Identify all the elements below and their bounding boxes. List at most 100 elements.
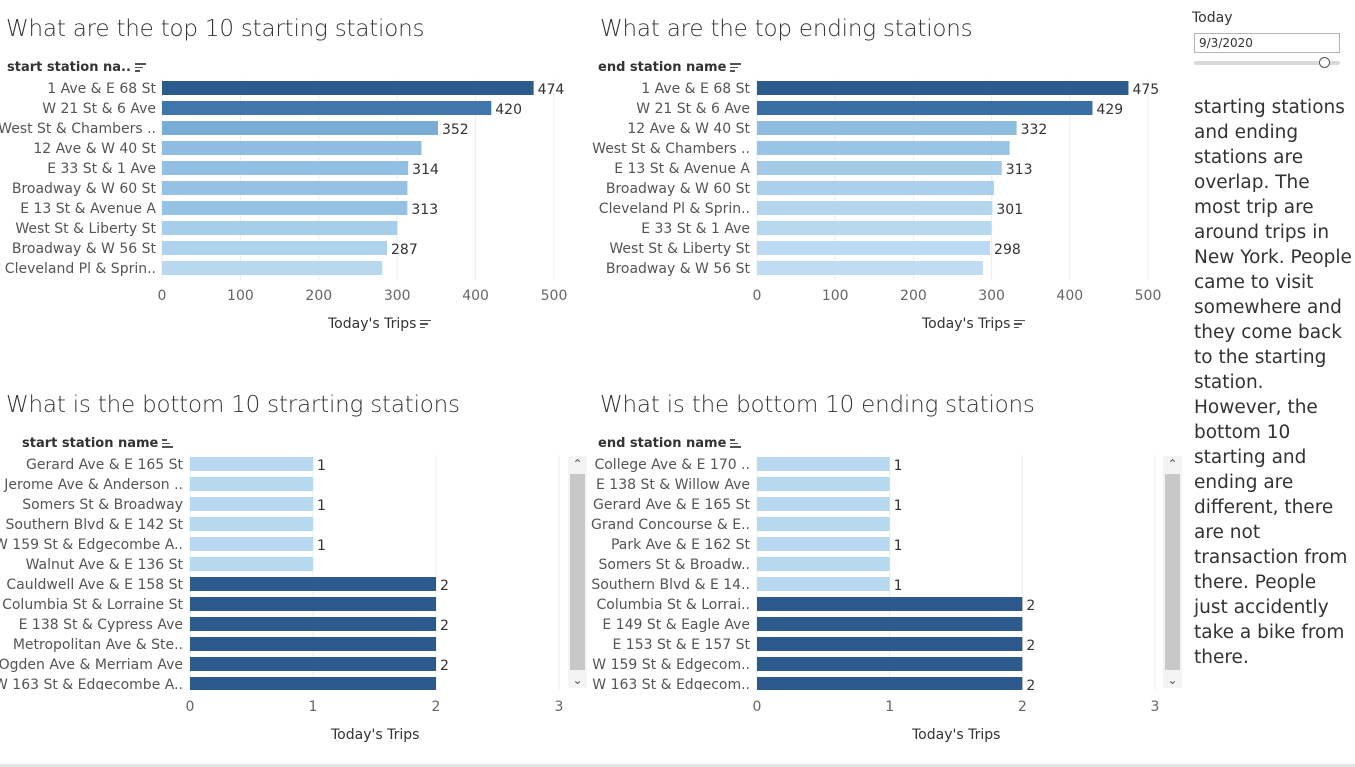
- chart-3-plot: College Ave & E 170 .. 1 E 138 St & Willow…: [591, 455, 1156, 694]
- bar: [757, 617, 1023, 631]
- x-tick-label: 400: [462, 288, 489, 304]
- x-axis-title-top-end[interactable]: Today's Trips: [922, 316, 1026, 332]
- bar: [757, 161, 1002, 175]
- sort-ascending-icon[interactable]: [162, 439, 174, 448]
- category-label: W 159 St & Edgecom..: [592, 657, 750, 673]
- x-axis-title-label: Today's Trips: [922, 316, 1011, 332]
- bar: [757, 517, 890, 531]
- scroll-up-icon[interactable]: ⌃: [572, 457, 583, 471]
- data-label: 1: [894, 498, 903, 514]
- data-label: 298: [994, 242, 1021, 258]
- data-label: 313: [1006, 162, 1033, 178]
- date-slider-track[interactable]: [1194, 61, 1340, 65]
- scroll-down-icon[interactable]: ⌄: [572, 673, 583, 687]
- x-tick-label: 0: [186, 699, 195, 715]
- category-label: W 21 St & 6 Ave: [636, 101, 750, 117]
- x-tick-label: 200: [305, 288, 332, 304]
- category-label: Broadway & W 56 St: [606, 261, 751, 277]
- data-label: 420: [495, 102, 522, 118]
- bar: [190, 617, 436, 631]
- data-label: 474: [538, 82, 565, 98]
- data-label: 2: [440, 658, 449, 674]
- category-label: Somers St & Broadw..: [598, 557, 750, 573]
- category-label: Ogden Ave & Merriam Ave: [0, 657, 183, 673]
- bar: [162, 201, 408, 215]
- scrollbar-thumb[interactable]: [570, 474, 585, 670]
- row-header-label: start station na..: [7, 60, 131, 75]
- category-label: W 159 St & Edgecombe A..: [0, 537, 183, 553]
- category-label: Broadway & W 60 St: [606, 181, 751, 197]
- bar: [162, 121, 438, 135]
- bar: [162, 181, 408, 195]
- category-label: Southern Blvd & E 142 St: [6, 517, 184, 533]
- x-tick-label: 200: [900, 288, 927, 304]
- row-header-label: end station name: [598, 60, 727, 75]
- data-label: 2: [1026, 678, 1035, 694]
- data-label: 1: [894, 538, 903, 554]
- category-label: W 163 St & Edgecombe A..: [0, 677, 183, 693]
- date-filter-input[interactable]: 9/3/2020: [1194, 33, 1340, 53]
- row-header-bottom-start[interactable]: start station name: [22, 436, 174, 451]
- category-label: Columbia St & Lorraine St: [2, 597, 183, 613]
- category-label: Gerard Ave & E 165 St: [26, 457, 183, 473]
- bar: [757, 677, 1023, 690]
- bar: [757, 101, 1093, 115]
- bar: [190, 477, 313, 491]
- bar: [190, 457, 313, 471]
- bar: [757, 241, 991, 255]
- bar: [162, 221, 398, 235]
- bar: [162, 141, 422, 155]
- sort-ascending-icon[interactable]: [730, 439, 742, 448]
- category-label: Columbia St & Lorrai..: [597, 597, 751, 613]
- sort-descending-icon[interactable]: [134, 63, 146, 72]
- chart-title-top-end: What are the top ending stations: [600, 16, 973, 42]
- bar: [757, 597, 1023, 611]
- category-label: Broadway & W 56 St: [12, 241, 157, 257]
- sort-descending-icon[interactable]: [1014, 319, 1026, 329]
- row-header-top-start[interactable]: start station na..: [7, 60, 146, 75]
- category-label: E 33 St & 1 Ave: [641, 221, 750, 237]
- scroll-up-icon[interactable]: ⌃: [1167, 457, 1178, 471]
- category-label: Cauldwell Ave & E 158 St: [6, 577, 183, 593]
- bar: [190, 537, 313, 551]
- x-tick-label: 400: [1056, 288, 1083, 304]
- scrollbar-bottom-start[interactable]: ⌃ ⌄: [568, 456, 587, 688]
- category-label: Somers St & Broadway: [22, 497, 183, 513]
- x-tick-label: 3: [1151, 699, 1160, 715]
- bar: [757, 201, 993, 215]
- row-header-top-end[interactable]: end station name: [598, 60, 742, 75]
- category-label: E 153 St & E 157 St: [612, 637, 750, 653]
- category-label: West St & Liberty St: [609, 241, 750, 257]
- data-label: 1: [894, 458, 903, 474]
- data-label: 2: [440, 578, 449, 594]
- bar: [162, 101, 492, 115]
- x-tick-label: 0: [753, 699, 762, 715]
- scrollbar-bottom-end[interactable]: ⌃ ⌄: [1163, 456, 1182, 688]
- sort-descending-icon[interactable]: [730, 63, 742, 72]
- chart-2-plot: Gerard Ave & E 165 St 1 Jerome Ave & Ander…: [0, 455, 560, 693]
- x-tick-label: 0: [158, 288, 167, 304]
- row-header-label: end station name: [598, 436, 727, 451]
- category-label: E 13 St & Avenue A: [614, 161, 750, 177]
- commentary-text: starting stations and ending stations ar…: [1194, 97, 1352, 668]
- data-label: 475: [1132, 82, 1159, 98]
- bar: [190, 577, 436, 591]
- scrollbar-thumb[interactable]: [1165, 474, 1180, 670]
- x-axis-title-top-start[interactable]: Today's Trips: [328, 316, 432, 332]
- sort-descending-icon[interactable]: [420, 319, 432, 329]
- bottom-divider: [0, 764, 1355, 767]
- category-label: 12 Ave & W 40 St: [33, 141, 156, 157]
- category-label: Park Ave & E 162 St: [611, 537, 751, 553]
- scroll-down-icon[interactable]: ⌄: [1167, 673, 1178, 687]
- data-label: 1: [894, 578, 903, 594]
- category-label: Broadway & W 60 St: [12, 181, 157, 197]
- x-tick-label: 500: [541, 288, 568, 304]
- row-header-bottom-end[interactable]: end station name: [598, 436, 742, 451]
- date-slider-handle[interactable]: [1319, 57, 1330, 68]
- data-label: 352: [442, 122, 469, 138]
- x-tick-label: 100: [227, 288, 254, 304]
- bar: [190, 657, 436, 671]
- category-label: West St & Chambers ..: [0, 121, 156, 137]
- category-label: W 163 St & Edgecom..: [592, 677, 750, 693]
- data-label: 287: [391, 242, 418, 258]
